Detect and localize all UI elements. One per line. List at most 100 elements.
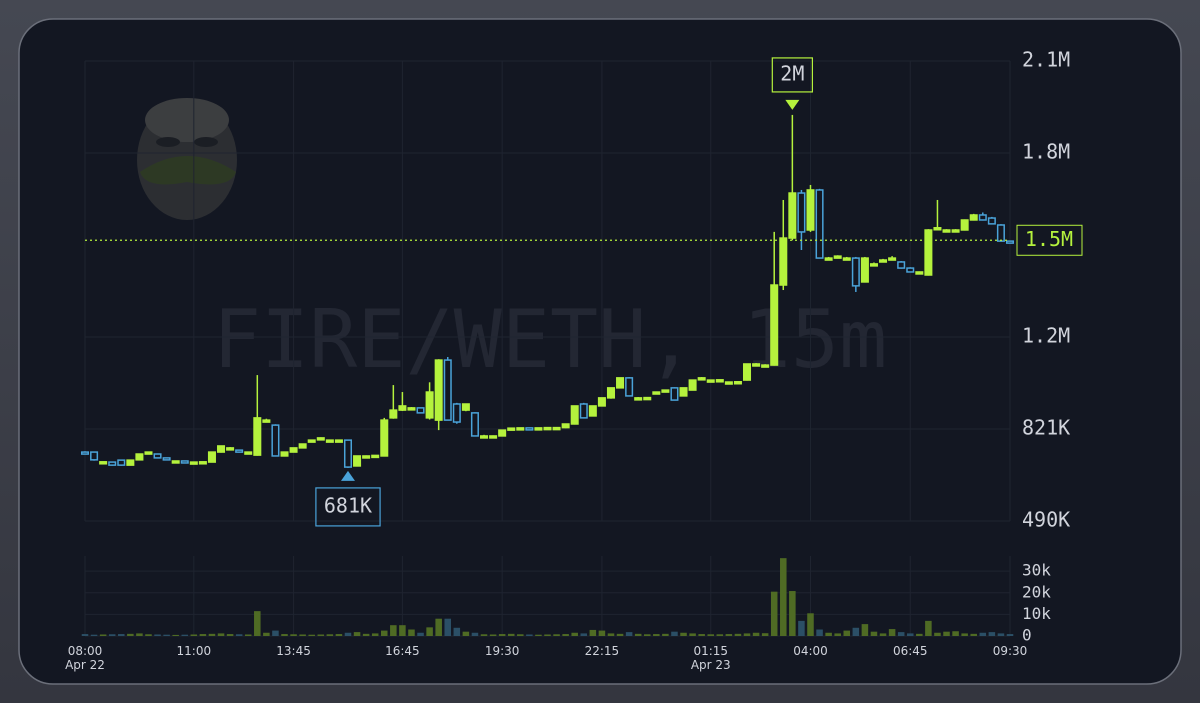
candle-body [888,257,897,261]
candle-body [579,403,588,419]
volume-bar [108,634,116,636]
volume-bar [843,630,851,636]
volume-bar [399,625,406,636]
volume-bar [680,632,687,636]
volume-bar [653,634,660,636]
volume-bar [716,634,724,636]
volume-bar [390,625,397,636]
volume-bar [526,634,533,636]
candle-body [806,189,815,231]
candle-body [235,449,244,453]
candle-body [742,363,752,381]
volume-bar [916,633,923,636]
volume-bar [816,629,823,636]
volume-bar [825,632,832,636]
candle-body [960,219,969,231]
volume-bar [335,634,343,636]
volume-bar [798,620,805,636]
high-marker-label: 2M [780,61,804,85]
x-tick-label: 08:00 [68,644,103,658]
candle-body [625,377,634,397]
volume-bar [362,633,370,636]
x-tick-label: 09:30 [993,644,1028,658]
volume-bar [90,634,98,636]
x-date-label: Apr 23 [691,658,731,672]
candle-body [108,461,117,466]
candle-body [643,396,652,401]
volume-bar [480,634,488,636]
candle-body [797,192,806,233]
volume-bar [988,632,996,636]
candle-body [480,435,489,439]
candle-body [897,261,906,269]
volume-bar [897,632,905,636]
volume-bar [607,633,615,636]
volume-bar [517,634,524,636]
candle-body [90,451,99,461]
volume-bar [199,634,207,636]
candle-body [398,405,407,411]
candle-body [470,412,479,437]
candle-body [670,387,679,401]
volume-tick-label: 30k [1022,561,1051,580]
volume-bar [734,633,742,636]
candle-body [489,435,498,439]
volume-bar [580,633,588,636]
volume-bar [281,634,288,636]
candle-body [207,451,216,463]
volume-bar [426,627,433,636]
candle-body [933,227,942,231]
volume-bar [408,629,415,636]
x-tick-label: 01:15 [693,644,728,658]
volume-bar [81,634,89,636]
volume-bar [943,631,950,636]
candle-body [543,426,552,431]
volume-bar [671,631,678,636]
candle-body [561,423,570,429]
volume-bar [444,618,452,636]
candle-body [461,403,470,411]
candle-body [842,257,851,261]
volume-bar [861,624,869,636]
volume-bar [435,618,442,636]
volume-bar [770,591,778,636]
y-tick-label: 490K [1022,508,1070,532]
volume-bar [952,631,959,636]
volume-bar [453,627,461,636]
candle-body [779,237,788,286]
volume-bar [979,632,987,636]
volume-bar [263,632,270,636]
x-tick-label: 06:45 [893,644,928,658]
candle-body [334,439,343,443]
x-date-label: Apr 22 [65,658,105,672]
volume-bar [208,633,216,636]
volume-bar [235,634,243,636]
candle-body [869,263,878,267]
volume-bar [462,631,470,636]
candle-body [525,427,534,431]
volume-bar [244,634,252,636]
candle-body [371,454,380,459]
volume-bar [780,558,787,636]
volume-bar [254,611,261,636]
candle-body [153,453,162,459]
chart-card [18,18,1182,685]
volume-bar [163,634,170,636]
high-marker-box [771,57,813,93]
candle-body [262,419,271,423]
candle-body [661,389,670,393]
candle-body [316,437,325,441]
y-tick-label: 2.1M [1022,48,1070,72]
candle-body [452,403,461,423]
volume-bar [906,633,914,636]
volume-bar [344,632,352,636]
volume-bar [226,634,234,636]
low-marker-arrow [340,470,355,481]
candle-body [180,460,189,464]
x-tick-label: 16:45 [385,644,420,658]
candle-body [353,455,362,467]
volume-bar [834,633,841,636]
volume-bar [761,633,769,636]
volume-bar [172,634,179,636]
